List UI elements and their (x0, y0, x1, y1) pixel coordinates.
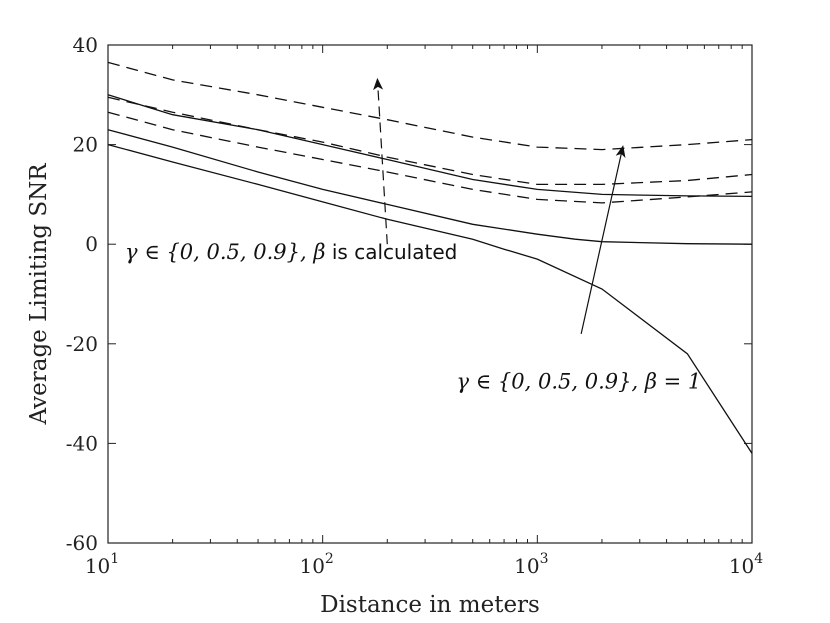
series-line-3 (107, 94, 753, 198)
y-tick-label: 0 (85, 232, 98, 256)
annotation-arrow-dashed (373, 77, 388, 245)
plot-area (107, 44, 753, 544)
y-axis-title: Average Limiting SNR (26, 163, 52, 426)
x-tick-label: 102 (299, 551, 333, 578)
series-line-6 (107, 61, 753, 151)
series-line-2 (107, 129, 753, 245)
y-axis-ticks: -60 -40 -20 0 20 40 (66, 33, 752, 555)
x-axis-title: Distance in meters (320, 592, 540, 618)
plot-frame (107, 44, 753, 544)
x-tick-label: 103 (514, 551, 548, 578)
y-tick-label: 20 (73, 133, 98, 157)
series-line-4 (107, 111, 753, 204)
y-tick-label: -60 (66, 531, 98, 555)
annotation-arrow-solid (580, 145, 626, 334)
x-tick-label: 101 (85, 551, 119, 578)
y-tick-label: -20 (66, 332, 98, 356)
annotation-label-solid: γ ∈ {0, 0.5, 0.9}, β = 1 (456, 370, 701, 394)
y-tick-label: 40 (73, 33, 98, 57)
y-tick-label: -40 (66, 431, 98, 455)
series-line-1 (107, 143, 753, 454)
series-layer (107, 61, 753, 454)
series-line-5 (107, 96, 753, 186)
annotation-label-dashed: γ ∈ {0, 0.5, 0.9}, β is calculated (125, 240, 457, 264)
x-tick-label: 104 (729, 551, 763, 578)
annotation-layer: γ ∈ {0, 0.5, 0.9}, β is calculated γ ∈ {0… (125, 77, 701, 394)
x-axis-ticks: 101 102 103 104 (85, 45, 763, 578)
